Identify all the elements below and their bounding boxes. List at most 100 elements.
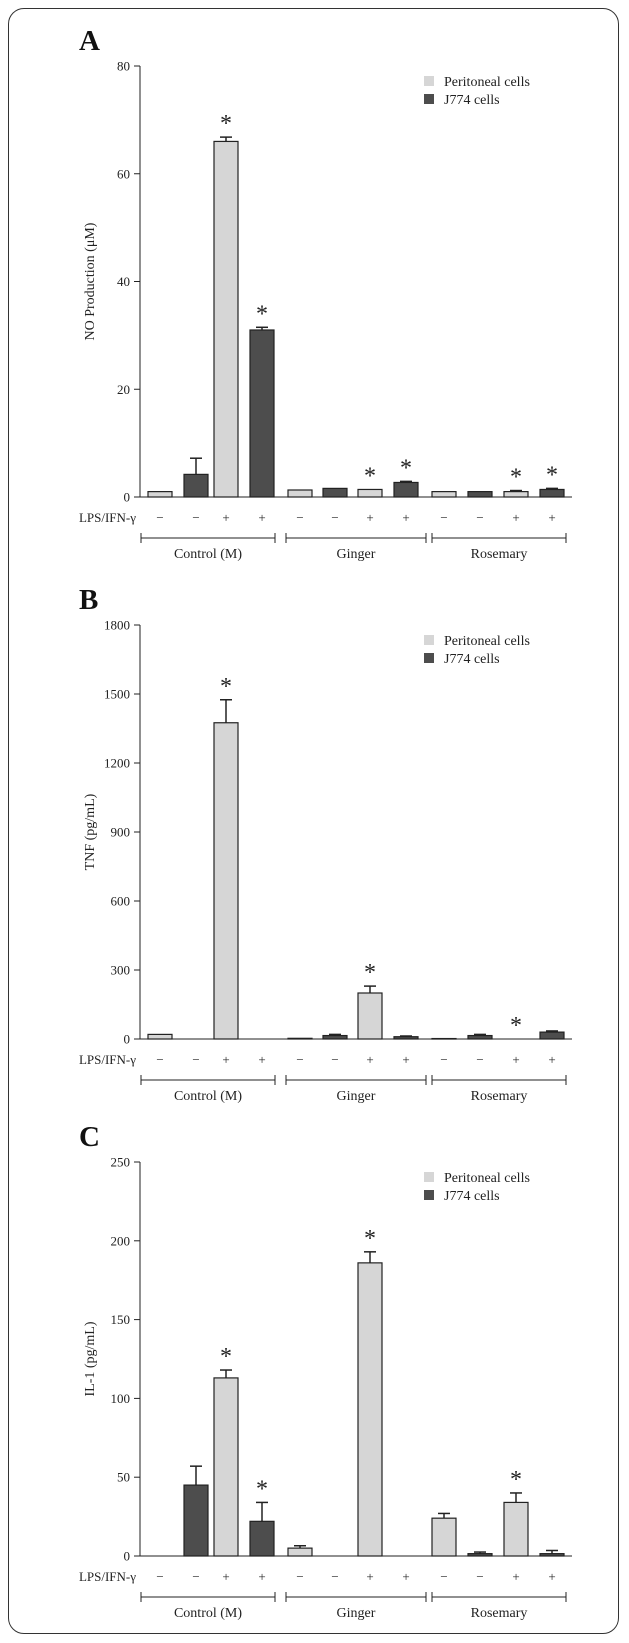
lps-ifn-marker: +	[512, 1569, 519, 1584]
bar	[539, 1553, 565, 1557]
bar	[147, 1033, 173, 1040]
legend-label: Peritoneal cells	[444, 1171, 530, 1186]
figure-frame	[8, 8, 619, 1634]
lps-ifn-marker: −	[156, 510, 163, 525]
group-label: Rosemary	[471, 1606, 528, 1621]
group-label: Ginger	[337, 547, 376, 562]
group-label: Rosemary	[471, 547, 528, 562]
bar	[287, 489, 313, 498]
bar	[539, 1031, 565, 1040]
significance-star: *	[546, 462, 558, 488]
lps-ifn-marker: +	[402, 1052, 409, 1067]
legend-label: J774 cells	[444, 652, 500, 667]
significance-star: *	[400, 455, 412, 481]
lps-ifn-marker: −	[331, 510, 338, 525]
bar	[249, 329, 275, 498]
significance-star: *	[364, 463, 376, 489]
legend-swatch	[424, 1172, 434, 1182]
lps-ifn-row-label: LPS/IFN-γ	[79, 510, 136, 525]
y-tick-label: 40	[117, 274, 130, 289]
bar	[357, 992, 383, 1040]
lps-ifn-marker: −	[476, 510, 483, 525]
significance-star: *	[364, 960, 376, 986]
bar	[431, 1037, 457, 1040]
lps-ifn-marker: +	[548, 1569, 555, 1584]
bar	[357, 1262, 383, 1557]
significance-star: *	[510, 465, 522, 491]
y-tick-label: 150	[111, 1312, 131, 1327]
lps-ifn-row-label: LPS/IFN-γ	[79, 1569, 136, 1584]
significance-star: *	[220, 674, 232, 700]
legend-swatch	[424, 76, 434, 86]
lps-ifn-marker: −	[192, 510, 199, 525]
lps-ifn-marker: −	[296, 510, 303, 525]
y-tick-label: 200	[111, 1233, 131, 1248]
y-tick-label: 0	[124, 1032, 131, 1047]
significance-star: *	[364, 1226, 376, 1252]
lps-ifn-marker: +	[548, 1052, 555, 1067]
lps-ifn-marker: −	[192, 1052, 199, 1067]
legend-swatch	[424, 1190, 434, 1200]
legend-label: J774 cells	[444, 93, 500, 108]
lps-ifn-marker: −	[440, 1052, 447, 1067]
lps-ifn-row-label: LPS/IFN-γ	[79, 1052, 136, 1067]
significance-star: *	[256, 301, 268, 327]
bar	[539, 488, 565, 498]
y-tick-label: 0	[124, 1549, 131, 1564]
lps-ifn-marker: −	[476, 1052, 483, 1067]
bar	[183, 1484, 209, 1557]
y-tick-label: 20	[117, 382, 130, 397]
significance-star: *	[220, 111, 232, 137]
bar	[287, 1037, 313, 1040]
panel-letter: C	[79, 1121, 100, 1153]
y-tick-label: 600	[111, 894, 131, 909]
lps-ifn-marker: +	[222, 1052, 229, 1067]
legend-swatch	[424, 635, 434, 645]
significance-star: *	[256, 1476, 268, 1502]
bar	[503, 491, 529, 498]
bar	[393, 481, 419, 498]
lps-ifn-marker: −	[440, 510, 447, 525]
lps-ifn-marker: −	[156, 1569, 163, 1584]
lps-ifn-marker: +	[512, 510, 519, 525]
y-tick-label: 100	[111, 1391, 131, 1406]
lps-ifn-marker: +	[366, 1052, 373, 1067]
lps-ifn-marker: +	[222, 1569, 229, 1584]
bar	[357, 488, 383, 498]
y-axis-label: TNF (pg/mL)	[83, 793, 98, 870]
lps-ifn-marker: +	[366, 510, 373, 525]
bar	[213, 140, 239, 498]
lps-ifn-marker: −	[156, 1052, 163, 1067]
y-tick-label: 0	[124, 490, 131, 505]
lps-ifn-marker: +	[258, 1052, 265, 1067]
bar	[467, 1553, 493, 1557]
lps-ifn-marker: +	[512, 1052, 519, 1067]
group-label: Rosemary	[471, 1089, 528, 1104]
significance-star: *	[510, 1013, 522, 1039]
group-label: Ginger	[337, 1606, 376, 1621]
lps-ifn-marker: −	[296, 1569, 303, 1584]
bar	[147, 491, 173, 498]
bar	[431, 1517, 457, 1557]
lps-ifn-marker: −	[192, 1569, 199, 1584]
lps-ifn-marker: +	[222, 510, 229, 525]
bar	[503, 1501, 529, 1557]
group-label: Control (M)	[174, 1089, 242, 1104]
significance-star: *	[510, 1467, 522, 1493]
bar	[467, 491, 493, 498]
lps-ifn-marker: +	[402, 510, 409, 525]
lps-ifn-marker: +	[402, 1569, 409, 1584]
lps-ifn-marker: +	[258, 510, 265, 525]
bar	[431, 491, 457, 498]
y-tick-label: 250	[111, 1155, 131, 1170]
y-tick-label: 80	[117, 59, 130, 74]
significance-star: *	[220, 1344, 232, 1370]
chart-panel-a: A 0 20 40 60 80 NO Production (μM) Peritoneal c…	[79, 25, 572, 562]
legend-label: J774 cells	[444, 1189, 500, 1204]
lps-ifn-marker: −	[331, 1052, 338, 1067]
bar	[322, 487, 348, 498]
legend-swatch	[424, 94, 434, 104]
group-label: Control (M)	[174, 547, 242, 562]
panel-letter: A	[79, 25, 100, 57]
y-tick-label: 300	[111, 963, 131, 978]
